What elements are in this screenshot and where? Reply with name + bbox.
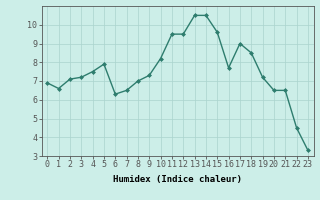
X-axis label: Humidex (Indice chaleur): Humidex (Indice chaleur) [113, 175, 242, 184]
